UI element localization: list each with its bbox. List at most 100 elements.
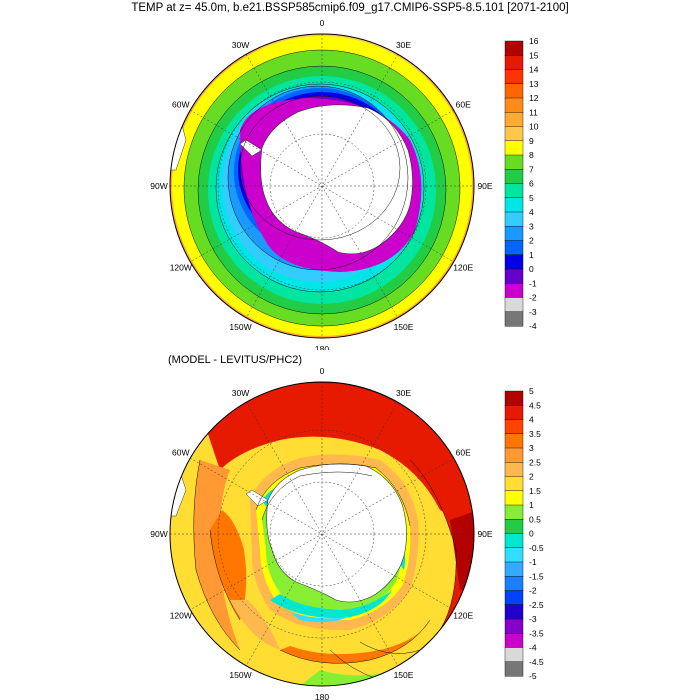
colorbar-swatch bbox=[504, 183, 524, 199]
difference-subtitle: (MODEL - LEVITUS/PHC2) bbox=[168, 354, 303, 366]
colorbar-tick-label: 7 bbox=[529, 164, 534, 174]
colorbar-tick-label: 9 bbox=[529, 136, 534, 146]
colorbar-tick-label: -2 bbox=[529, 586, 537, 596]
bottom-map-frame bbox=[169, 381, 475, 687]
colorbar-tick-label: 10 bbox=[529, 122, 539, 132]
colorbar-swatch bbox=[504, 590, 524, 606]
colorbar-tick-label: 11 bbox=[529, 107, 538, 117]
colorbar-tick-label: -5 bbox=[529, 671, 537, 681]
colorbar-tick-label: 5 bbox=[529, 193, 534, 203]
colorbar-swatch bbox=[504, 311, 524, 327]
colorbar-tick-label: 0 bbox=[529, 529, 534, 539]
longitude-label-n0: 0 bbox=[320, 366, 325, 376]
colorbar-tick-label: 3 bbox=[529, 221, 534, 231]
longitude-label-n120w: 120W bbox=[170, 611, 192, 621]
colorbar-tick-label: 8 bbox=[529, 150, 534, 160]
colorbar-swatch bbox=[504, 211, 524, 227]
longitude-label-n30w: 30W bbox=[232, 388, 249, 398]
colorbar-tick-label: 2 bbox=[529, 472, 534, 482]
colorbar-swatch bbox=[504, 405, 524, 421]
bottom-graticule bbox=[170, 382, 474, 686]
longitude-label-n90e: 90E bbox=[477, 529, 492, 539]
colorbar-swatch bbox=[504, 126, 524, 142]
colorbar-swatch bbox=[504, 55, 524, 71]
colorbar-tick-label: 2.5 bbox=[529, 457, 541, 467]
colorbar-swatch bbox=[504, 661, 524, 677]
colorbar-swatch bbox=[504, 504, 524, 520]
longitude-label-n30e: 30E bbox=[396, 388, 411, 398]
longitude-label-n120w: 120W bbox=[170, 263, 192, 273]
longitude-label-n90w: 90W bbox=[150, 181, 167, 191]
longitude-label-n30e: 30E bbox=[396, 40, 411, 50]
colorbar-tick-label: 12 bbox=[529, 93, 539, 103]
longitude-label-n60w: 60W bbox=[172, 448, 189, 458]
top-map-frame bbox=[169, 33, 475, 339]
longitude-label-n60e: 60E bbox=[456, 100, 471, 110]
colorbar-tick-label: -4 bbox=[529, 321, 537, 331]
colorbar-tick-label: -4.5 bbox=[529, 657, 544, 667]
longitude-label-n120e: 120E bbox=[453, 263, 473, 273]
colorbar-swatch bbox=[504, 419, 524, 435]
colorbar-tick-label: 5 bbox=[529, 386, 534, 396]
longitude-label-n90w: 90W bbox=[150, 529, 167, 539]
bottom-difference-map: 0 30E 60E 90E 120E 150E 180 150W 120W 90W 60W 30W 5… bbox=[150, 366, 544, 700]
colorbar-tick-label: -1 bbox=[529, 557, 537, 567]
longitude-label-n180: 180 bbox=[315, 344, 329, 350]
colorbar-tick-label: -3 bbox=[529, 614, 537, 624]
colorbar-swatch bbox=[504, 390, 524, 406]
longitude-label-n60w: 60W bbox=[172, 100, 189, 110]
colorbar-tick-label: 14 bbox=[529, 65, 539, 75]
colorbar-swatch bbox=[504, 40, 524, 56]
longitude-label-n0: 0 bbox=[320, 18, 325, 28]
colorbar-swatch bbox=[504, 283, 524, 299]
colorbar-swatch bbox=[504, 197, 524, 213]
longitude-label-n150w: 150W bbox=[229, 670, 251, 680]
colorbar-tick-label: 4 bbox=[529, 207, 534, 217]
colorbar-tick-label: 1 bbox=[529, 250, 534, 260]
colorbar-tick-label: -2.5 bbox=[529, 600, 544, 610]
colorbar-tick-label: 15 bbox=[529, 50, 539, 60]
antarctica-landmass bbox=[260, 104, 413, 255]
colorbar-tick-label: -1 bbox=[529, 278, 537, 288]
colorbar-swatch bbox=[504, 112, 524, 128]
colorbar-swatch bbox=[504, 618, 524, 634]
colorbar-tick-label: 16 bbox=[529, 36, 539, 46]
longitude-label-n150e: 150E bbox=[394, 322, 414, 332]
colorbar-swatch bbox=[504, 547, 524, 563]
colorbar-swatch bbox=[504, 226, 524, 242]
colorbar-tick-label: 3 bbox=[529, 443, 534, 453]
colorbar-swatch bbox=[504, 154, 524, 170]
colorbar-swatch bbox=[504, 462, 524, 478]
colorbar-tick-label: 1 bbox=[529, 500, 534, 510]
longitude-label-n180: 180 bbox=[315, 692, 329, 700]
longitude-label-n120e: 120E bbox=[453, 611, 473, 621]
colorbar-tick-label: 4.5 bbox=[529, 400, 541, 410]
longitude-label-n150w: 150W bbox=[229, 322, 251, 332]
colorbar-swatch bbox=[504, 519, 524, 535]
colorbar-swatch bbox=[504, 476, 524, 492]
colorbar-tick-label: 0 bbox=[529, 264, 534, 274]
colorbar-tick-label: 1.5 bbox=[529, 486, 541, 496]
colorbar-swatch bbox=[504, 97, 524, 113]
colorbar-swatch bbox=[504, 169, 524, 185]
top-graticule bbox=[170, 34, 474, 338]
colorbar-swatch bbox=[504, 576, 524, 592]
colorbar-swatch bbox=[504, 268, 524, 284]
longitude-label-n90e: 90E bbox=[477, 181, 492, 191]
colorbar-tick-label: 3.5 bbox=[529, 429, 541, 439]
colorbar-swatch bbox=[504, 447, 524, 463]
colorbar-swatch bbox=[504, 254, 524, 270]
colorbar-tick-label: -3.5 bbox=[529, 628, 544, 638]
colorbar-tick-label: 4 bbox=[529, 415, 534, 425]
colorbar-tick-label: -3 bbox=[529, 307, 537, 317]
colorbar-swatch bbox=[504, 490, 524, 506]
longitude-label-n150e: 150E bbox=[394, 670, 414, 680]
plot-title: TEMP at z= 45.0m, b.e21.BSSP585cmip6.f09… bbox=[131, 2, 569, 14]
colorbar-tick-label: -4 bbox=[529, 643, 537, 653]
colorbar-tick-label: -0.5 bbox=[529, 543, 544, 553]
colorbar-tick-label: 13 bbox=[529, 79, 539, 89]
longitude-label-n30w: 30W bbox=[232, 40, 249, 50]
colorbar-tick-label: -1.5 bbox=[529, 571, 544, 581]
colorbar-swatch bbox=[504, 240, 524, 256]
